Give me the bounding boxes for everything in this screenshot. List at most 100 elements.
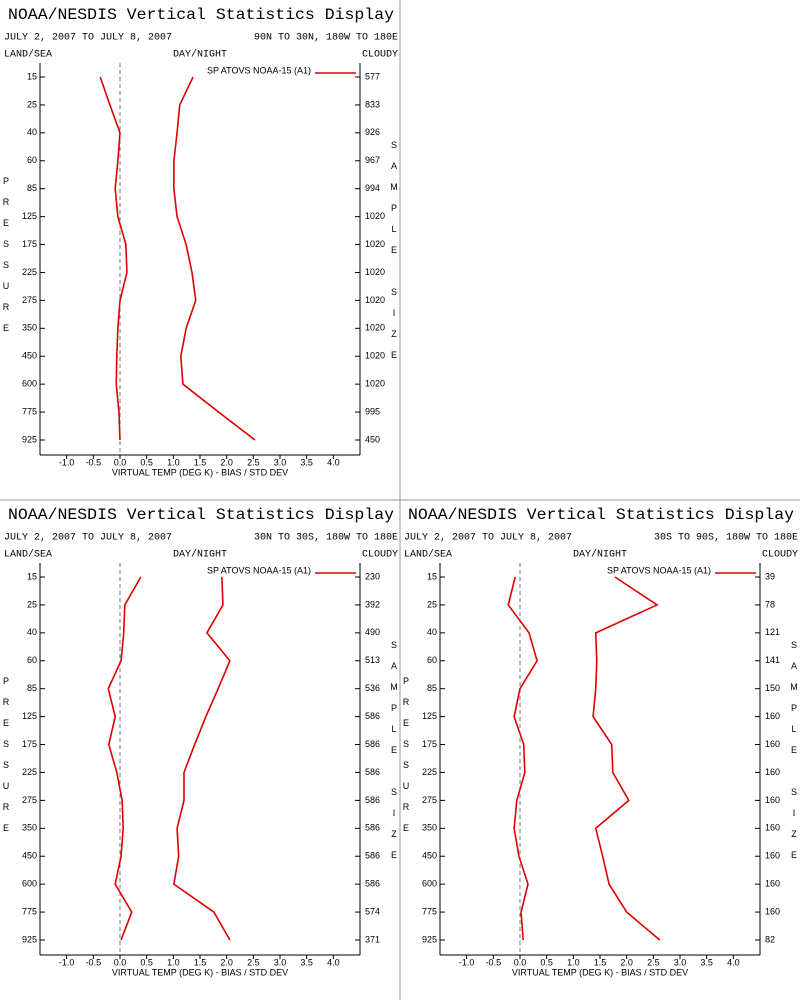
cloudy: CLOUDY [762,550,798,561]
sample-size: 995 [365,406,380,416]
day-night: DAY/NIGHT [173,549,227,561]
sample-size: 586 [365,795,380,805]
x-tick-label: 1.0 [567,957,580,967]
panel-title: NOAA/NESDIS Vertical Statistics Display [8,506,394,524]
sample-size: 586 [365,767,380,777]
x-axis-label: VIRTUAL TEMP (DEG K) - BIAS / STD DEV [512,967,688,977]
y-tick-label: 225 [22,767,37,777]
y-tick-label: 350 [22,823,37,833]
sample-size: 833 [365,99,380,109]
land-sea: LAND/SEA [4,549,52,561]
y-tick-label: 225 [422,767,437,777]
sample-size: 160 [765,823,780,833]
y-tick-label: 40 [27,127,37,137]
panel-title: NOAA/NESDIS Vertical Statistics Display [408,506,794,524]
panel: NOAA/NESDIS Vertical Statistics Display J… [3,506,398,977]
y-tick-label: 275 [22,795,37,805]
y-tick-label: 175 [422,739,437,749]
y-tick-label: 350 [422,823,437,833]
y-tick-label: 925 [22,434,37,444]
panel-title: NOAA/NESDIS Vertical Statistics Display [8,6,394,24]
series-line [173,76,256,441]
y-tick-label: 125 [422,711,437,721]
sample-size: 490 [365,627,380,637]
y-tick-label: 25 [27,99,37,109]
y-tick-label: 600 [422,879,437,889]
land-sea: LAND/SEA [4,49,52,61]
x-tick-label: 0.5 [140,957,153,967]
sample-size: 1020 [365,239,385,249]
series-line [172,576,231,941]
y-tick-label: 775 [22,406,37,416]
x-tick-label: 2.0 [220,457,233,467]
day-night: DAY/NIGHT [173,49,227,61]
y-tick-label: 275 [422,795,437,805]
x-tick-label: 0.5 [140,457,153,467]
x-tick-label: 3.0 [274,957,287,967]
legend-label: SP ATOVS NOAA-15 (A1) [207,565,311,575]
sample-size: 230 [365,571,380,581]
panel: NOAA/NESDIS Vertical Statistics Display J… [3,6,398,477]
x-tick-label: -1.0 [459,957,475,967]
series-line [99,76,128,441]
series-line [592,576,661,941]
x-tick-label: 1.5 [594,957,607,967]
series-line [107,576,142,941]
sample-size: 1020 [365,379,385,389]
sample-size: 586 [365,851,380,861]
y-tick-label: 125 [22,711,37,721]
x-tick-label: 2.5 [247,957,260,967]
sample-size: 513 [365,655,380,665]
x-tick-label: 0.0 [114,457,127,467]
sample-size: 160 [765,906,780,916]
sample-size: 82 [765,934,775,944]
legend-label: SP ATOVS NOAA-15 (A1) [207,65,311,75]
sample-size: 574 [365,906,380,916]
x-tick-label: 2.0 [220,957,233,967]
y-tick-label: 125 [22,211,37,221]
y-tick-label: 600 [22,379,37,389]
sample-size: 160 [765,767,780,777]
y-tick-label: 775 [22,906,37,916]
sample-size: 450 [365,434,380,444]
x-tick-label: 3.0 [274,457,287,467]
sample-size: 121 [765,627,780,637]
sample-size: 536 [365,683,380,693]
y-tick-label: 40 [27,627,37,637]
x-tick-label: 2.0 [620,957,633,967]
sample-size: 160 [765,879,780,889]
y-tick-label: 85 [27,683,37,693]
sample-size: 39 [765,571,775,581]
y-tick-label: 275 [22,295,37,305]
y-tick-label: 60 [27,155,37,165]
sample-size: 160 [765,795,780,805]
sample-size: 1020 [365,295,385,305]
region: 90N TO 30N, 180W TO 180E [254,33,398,44]
legend-label: SP ATOVS NOAA-15 (A1) [607,565,711,575]
y-tick-label: 450 [22,351,37,361]
y-tick-label: 925 [22,934,37,944]
y-tick-label: 775 [422,906,437,916]
sample-size: 1020 [365,351,385,361]
date-range: JULY 2, 2007 TO JULY 8, 2007 [4,33,172,44]
x-tick-label: 4.0 [727,957,740,967]
y-tick-label: 15 [27,571,37,581]
x-tick-label: 0.5 [540,957,553,967]
y-tick-label: 60 [27,655,37,665]
sample-size: 586 [365,739,380,749]
land-sea: LAND/SEA [404,549,452,561]
series-line [507,576,538,941]
sample-size: 577 [365,71,380,81]
y-tick-label: 350 [22,323,37,333]
x-tick-label: 4.0 [327,957,340,967]
x-tick-label: 4.0 [327,457,340,467]
y-tick-label: 25 [27,599,37,609]
x-tick-label: 1.0 [167,957,180,967]
